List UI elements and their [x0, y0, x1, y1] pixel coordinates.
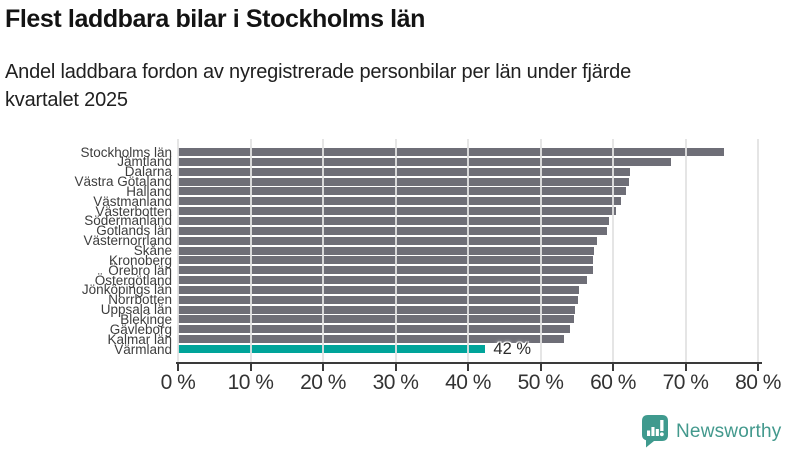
gridline: [394, 139, 397, 362]
category-label: Västernorrland: [83, 233, 172, 249]
axis-tick: [249, 362, 252, 371]
category-label: Gävleborg: [109, 321, 172, 337]
category-label: Jönköpings län: [81, 282, 172, 298]
category-label: Dalarna: [124, 164, 172, 180]
gridline: [612, 139, 614, 362]
gridline: [322, 139, 324, 362]
bar: [178, 226, 608, 235]
category-label: Skåne: [133, 243, 172, 258]
bar: [178, 236, 597, 245]
chart-subtitle-line-1: Andel laddbara fordon av nyregistrerade …: [5, 61, 632, 83]
bar: [178, 148, 724, 156]
axis-tick-label: 40 %: [445, 371, 491, 394]
category-label: Stockholms län: [80, 144, 172, 160]
newsworthy-speech-bubble-chart-icon: [642, 415, 668, 448]
category-label: Gotlands län: [96, 223, 172, 239]
category-label: Värmland: [114, 341, 172, 357]
bar: [178, 285, 579, 294]
gridline: [757, 139, 759, 362]
category-label: Östergötland: [94, 272, 172, 288]
bar: [178, 207, 616, 216]
axis-tick-label: 10 %: [227, 371, 274, 394]
category-label: Västmanland: [93, 193, 172, 209]
category-label: Örebro län: [108, 262, 172, 278]
bar: [178, 276, 587, 284]
chart-subtitle-line-2: kvartalet 2025: [5, 89, 128, 111]
brand-name: Newsworthy: [676, 421, 782, 442]
bar: [178, 187, 626, 196]
bar: [178, 266, 594, 275]
axis-tick-label: 70 %: [662, 371, 709, 394]
axis-tick-label: 50 %: [517, 371, 564, 394]
category-label: Blekinge: [120, 311, 172, 327]
bar: [178, 246, 595, 255]
bar: [178, 157, 671, 166]
category-label: Uppsala län: [100, 302, 172, 318]
axis-tick-label: 0 %: [160, 371, 196, 394]
newsworthy-logo: Newsworthy: [641, 415, 796, 448]
axis-tick: [394, 362, 397, 371]
bar-highlight: [178, 345, 486, 353]
axis-tick: [684, 362, 687, 371]
category-label: Kronoberg: [108, 252, 172, 268]
category-label: Västra Götaland: [74, 174, 172, 190]
plot-area: Stockholms län Jämtland Dalarna Västra Göta…: [74, 139, 781, 394]
bar: [178, 216, 610, 225]
axis-tick: [539, 362, 542, 371]
bar: [178, 167, 631, 176]
category-label: Kalmar län: [107, 331, 172, 347]
axis-tick: [612, 362, 614, 371]
category-label: Norrbotten: [108, 292, 172, 308]
bar: [178, 256, 594, 265]
category-label: Halland: [126, 183, 172, 199]
axis-tick-label: 20 %: [300, 371, 346, 394]
bar: [178, 325, 571, 334]
axis-tick-label: 30 %: [372, 371, 419, 394]
bar: [178, 335, 564, 344]
bar: [178, 295, 579, 304]
gridline: [539, 139, 542, 362]
gridline: [684, 139, 687, 362]
bar: [178, 315, 574, 324]
gridline: [177, 139, 179, 362]
axis-tick-label: 60 %: [590, 371, 636, 394]
category-label: Västerbotten: [95, 203, 172, 219]
bar: [178, 305, 576, 314]
axis-tick: [467, 362, 469, 371]
bar: [178, 197, 621, 206]
axis-tick: [322, 362, 324, 371]
category-label: Jämtland: [117, 154, 172, 170]
gridline: [249, 139, 252, 362]
value-annotation: 42 %: [493, 339, 531, 358]
axis-tick-label: 80 %: [735, 371, 781, 394]
gridline: [467, 139, 469, 362]
category-label: Södermanland: [84, 213, 172, 229]
chart-title: Flest laddbara bilar i Stockholms län: [5, 5, 426, 33]
bar: [178, 177, 629, 186]
axis-tick: [757, 362, 759, 371]
axis-tick: [177, 362, 179, 371]
x-axis-line: [176, 362, 762, 364]
